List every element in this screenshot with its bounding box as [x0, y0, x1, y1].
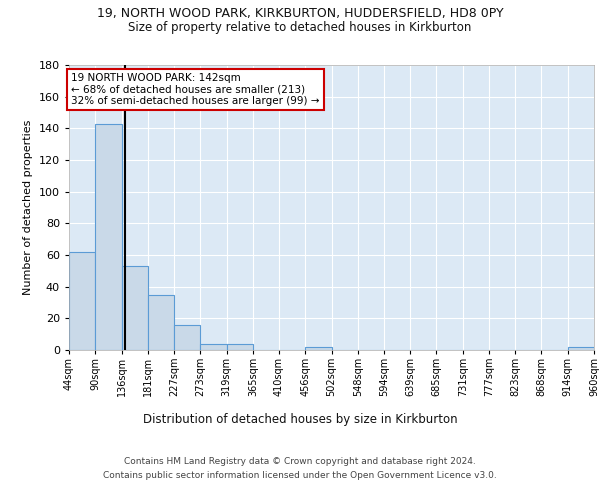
Bar [95, 124, 122, 350]
Text: Distribution of detached houses by size in Kirkburton: Distribution of detached houses by size … [143, 412, 457, 426]
Bar [568, 347, 594, 350]
Bar [174, 324, 200, 350]
Text: 19, NORTH WOOD PARK, KIRKBURTON, HUDDERSFIELD, HD8 0PY: 19, NORTH WOOD PARK, KIRKBURTON, HUDDERS… [97, 8, 503, 20]
Bar [200, 344, 227, 350]
Bar [305, 347, 331, 350]
Text: 19 NORTH WOOD PARK: 142sqm
← 68% of detached houses are smaller (213)
32% of sem: 19 NORTH WOOD PARK: 142sqm ← 68% of deta… [71, 73, 320, 106]
Text: Contains public sector information licensed under the Open Government Licence v3: Contains public sector information licen… [103, 471, 497, 480]
Text: Size of property relative to detached houses in Kirkburton: Size of property relative to detached ho… [128, 21, 472, 34]
Y-axis label: Number of detached properties: Number of detached properties [23, 120, 33, 295]
Text: Contains HM Land Registry data © Crown copyright and database right 2024.: Contains HM Land Registry data © Crown c… [124, 458, 476, 466]
Bar [148, 294, 174, 350]
Bar [227, 344, 253, 350]
Bar [122, 266, 148, 350]
Bar [69, 252, 95, 350]
